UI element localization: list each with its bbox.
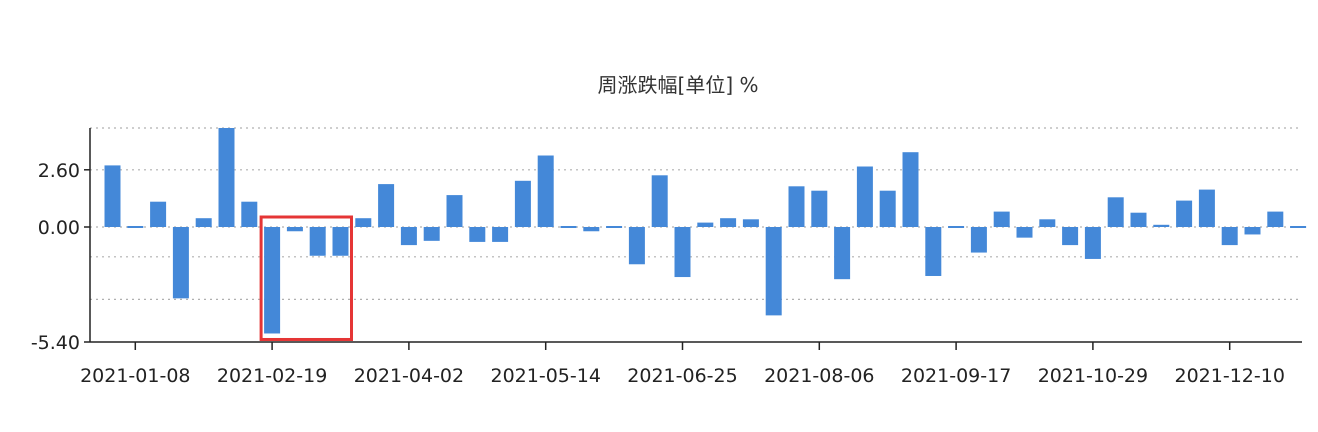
y-tick-label: 0.00: [38, 217, 80, 239]
bar-2021-09-03: [902, 152, 919, 227]
y-tick-label: 2.60: [38, 160, 80, 182]
bar-2021-06-11: [628, 227, 645, 265]
bar-2021-12-10: [1221, 227, 1238, 246]
bar-2021-06-04: [606, 226, 623, 228]
bars: [104, 128, 1307, 334]
bar-2021-08-06: [811, 190, 828, 227]
x-axis-ticks: 2021-01-08 2021-02-19 2021-04-02 2021-05-14…: [80, 342, 1285, 387]
bar-2021-12-17: [1244, 227, 1261, 235]
bar-2021-02-26: [286, 227, 303, 232]
bar-2021-02-10: [241, 201, 258, 227]
bar-2021-10-15: [1039, 219, 1056, 227]
bar-2021-04-09: [423, 227, 440, 241]
bar-2021-11-12: [1130, 212, 1147, 227]
bar-2021-08-27: [879, 190, 896, 227]
bar-2021-02-05: [218, 128, 235, 227]
bar-2021-02-19: [264, 227, 281, 334]
bar-2021-04-16: [446, 195, 463, 227]
bar-2021-07-23: [765, 227, 782, 316]
bar-2021-09-24: [970, 227, 987, 253]
y-tick-label: -5.40: [31, 332, 80, 354]
x-tick-label: 2021-04-02: [354, 365, 464, 387]
x-tick-label: 2021-05-14: [490, 365, 600, 387]
bar-2021-05-28: [583, 227, 600, 232]
bar-2021-07-02: [697, 222, 714, 227]
bar-2021-11-26: [1176, 200, 1193, 227]
bar-2021-10-29: [1084, 227, 1101, 259]
bar-2021-06-18: [651, 175, 668, 227]
bar-2021-03-19: [355, 218, 372, 227]
bar-2021-04-30: [492, 227, 509, 242]
bar-2021-06-25: [674, 227, 691, 278]
highlight-box: [259, 215, 354, 341]
bar-2021-01-01: [104, 165, 121, 227]
bar-2021-10-22: [1062, 227, 1079, 246]
bar-2021-05-14: [537, 155, 554, 227]
bar-2021-09-10: [925, 227, 942, 276]
bar-2021-01-08: [127, 226, 144, 228]
x-tick-label: 2021-12-10: [1174, 365, 1284, 387]
x-tick-label: 2021-10-29: [1038, 365, 1148, 387]
bar-2021-08-20: [856, 166, 873, 227]
x-tick-label: 2021-09-17: [901, 365, 1011, 387]
bar-2021-04-23: [469, 227, 486, 242]
bar-2021-11-19: [1153, 224, 1170, 227]
x-tick-label: 2021-06-25: [627, 365, 737, 387]
x-tick-label: 2021-02-19: [217, 365, 327, 387]
x-tick-label: 2021-08-06: [764, 365, 874, 387]
bar-2021-12-24: [1267, 211, 1284, 227]
bar-2021-12-03: [1198, 189, 1215, 227]
bar-2021-03-05: [309, 227, 326, 256]
bar-2021-07-16: [742, 219, 759, 227]
bar-2021-10-01: [993, 211, 1010, 227]
x-tick-label: 2021-01-08: [80, 365, 190, 387]
bar-2021-01-15: [150, 201, 167, 227]
bar-2021-05-21: [560, 226, 577, 228]
y-axis-ticks: 2.60 0.00 -5.40: [31, 160, 90, 354]
bar-2021-07-30: [788, 186, 805, 227]
bar-2021-03-26: [378, 184, 395, 227]
bar-2021-11-05: [1107, 197, 1124, 227]
bar-2021-12-31: [1290, 226, 1307, 228]
axes: [89, 128, 1302, 343]
chart-title: 周涨跌幅[单位] %: [598, 73, 759, 97]
bar-2021-04-02: [400, 227, 417, 246]
bar-2021-07-09: [720, 218, 737, 227]
bar-2021-09-17: [948, 226, 965, 228]
bar-2021-10-08: [1016, 227, 1033, 238]
bar-2021-05-07: [514, 180, 531, 227]
bar-2021-03-12: [332, 227, 349, 256]
bar-2021-08-13: [834, 227, 851, 280]
bar-2021-01-22: [172, 227, 189, 299]
bar-2021-01-29: [195, 218, 212, 227]
